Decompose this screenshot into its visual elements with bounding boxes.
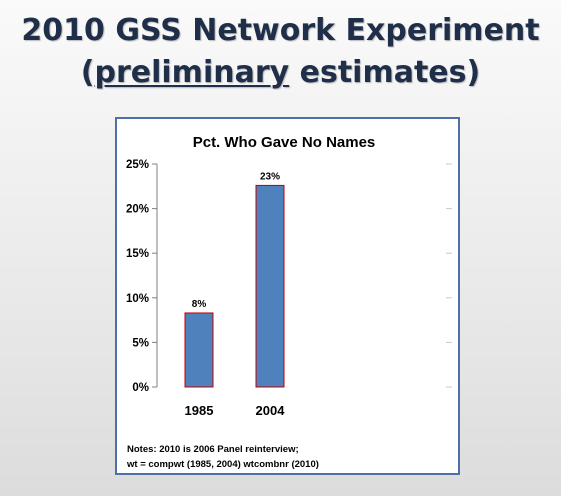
slide-title: 2010 GSS Network Experiment (preliminary… <box>0 10 561 94</box>
y-tick-label: 10% <box>126 293 149 305</box>
notes-line1: Notes: 2010 is 2006 Panel reinterview; <box>127 444 299 455</box>
y-tick-label: 5% <box>132 337 149 349</box>
slide-title-line1: 2010 GSS Network Experiment <box>21 13 540 48</box>
bar-1985 <box>184 312 214 388</box>
x-category-label: 1985 <box>185 403 214 418</box>
chart-frame: Pct. Who Gave No Names 0% 5% 10% 15% 20% 25% 8%… <box>115 117 460 475</box>
title-open-paren: ( <box>80 55 95 90</box>
title-rest: estimates) <box>289 55 481 90</box>
notes-line2: wt = compwt (1985, 2004) wtcombnr (2010) <box>127 459 319 470</box>
y-tick-label: 25% <box>126 159 149 171</box>
y-tick-label: 15% <box>126 248 149 260</box>
data-label: 23% <box>260 171 280 182</box>
data-label: 8% <box>192 299 207 310</box>
bar-2004 <box>255 184 285 388</box>
x-category-label: 2004 <box>256 403 286 418</box>
y-tick-label: 20% <box>126 204 149 216</box>
slide-title-line2: (preliminary estimates) <box>0 52 561 94</box>
chart-title: Pct. Who Gave No Names <box>193 134 376 151</box>
y-tick-label: 0% <box>132 382 149 394</box>
title-underlined-word: preliminary <box>94 55 290 90</box>
chart-notes: Notes: 2010 is 2006 Panel reinterview; w… <box>127 442 319 472</box>
bar-chart: Pct. Who Gave No Names 0% 5% 10% 15% 20% 25% 8%… <box>126 134 452 418</box>
